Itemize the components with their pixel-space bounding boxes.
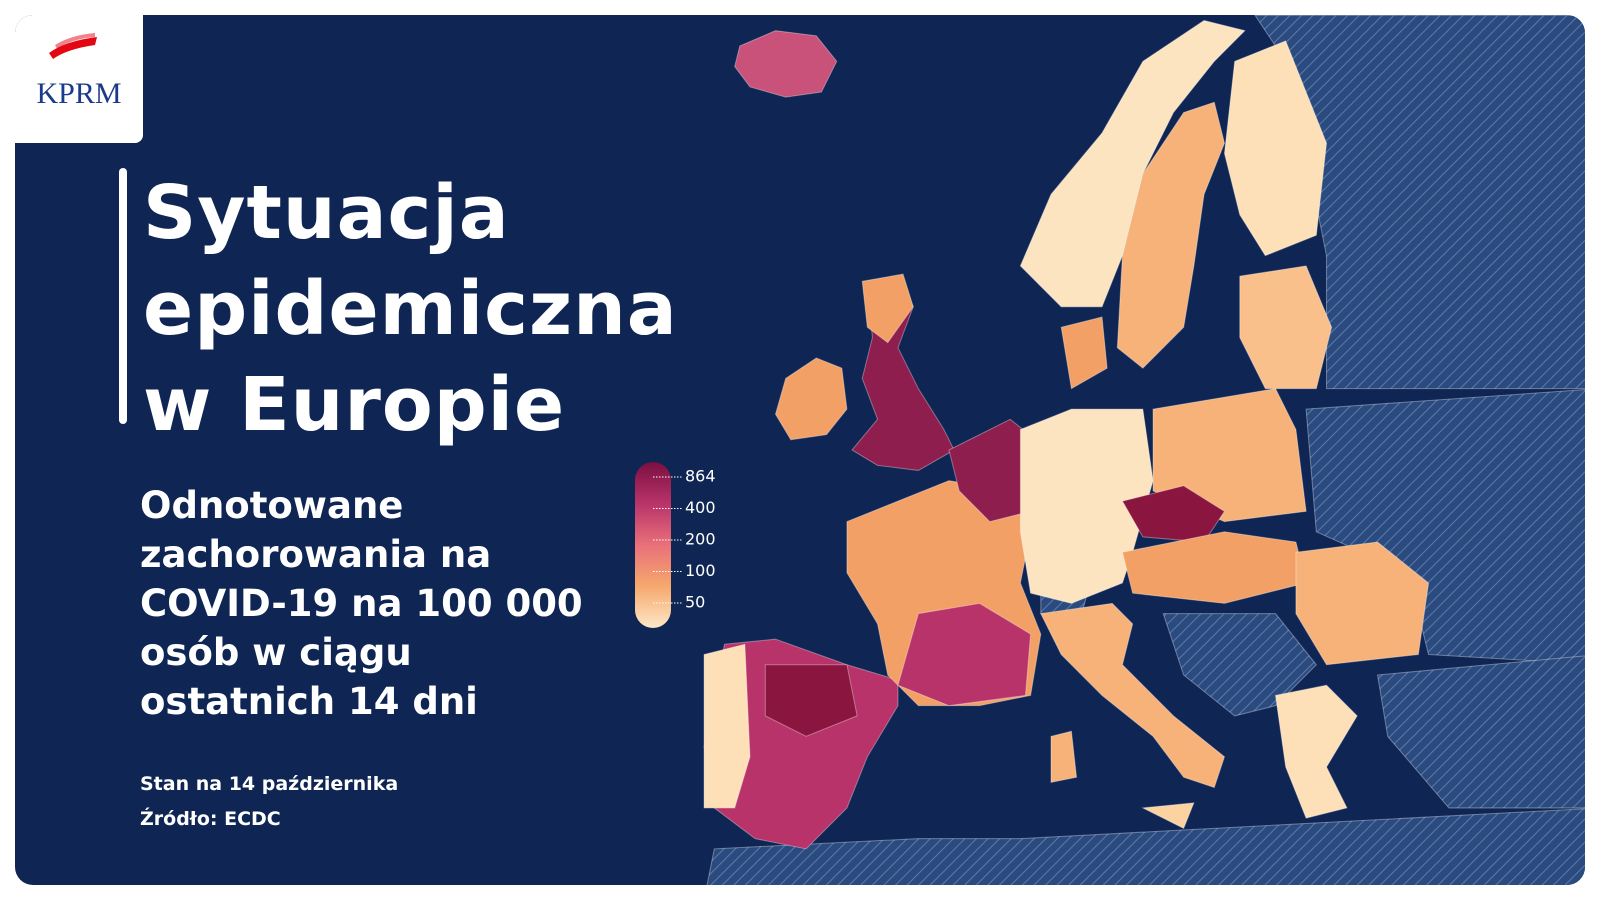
title-line: epidemiczna: [143, 266, 678, 352]
subtitle-line: Odnotowane: [140, 484, 404, 527]
legend-tick-label: 400: [685, 498, 716, 517]
region: [1121, 485, 1226, 543]
region: [1040, 602, 1226, 789]
region: [764, 664, 858, 737]
title-bar: [119, 168, 127, 424]
logo: KPRM: [15, 15, 143, 143]
region: [861, 273, 914, 344]
region: [1060, 316, 1108, 390]
region: [897, 602, 1032, 707]
region: [1223, 40, 1328, 257]
subtitle-line: zachorowania na: [140, 533, 492, 576]
legend-color-bar: [635, 462, 671, 628]
non-eu-land: [1305, 389, 1585, 665]
title: Sytuacja epidemiczna w Europie: [143, 165, 678, 453]
region: [1050, 730, 1078, 783]
title-line: Sytuacja: [143, 170, 510, 256]
region: [1141, 802, 1195, 830]
title-line: w Europie: [143, 362, 566, 448]
region: [1116, 101, 1226, 369]
region: [1274, 684, 1358, 819]
subtitle-line: COVID-19 na 100 000: [140, 582, 583, 625]
region: [1121, 531, 1307, 604]
date-note: Stan na 14 października: [140, 773, 399, 795]
region: [1019, 19, 1246, 308]
region: [1295, 541, 1430, 666]
legend-tick-label: 200: [685, 530, 716, 549]
non-eu-land: [1376, 655, 1585, 809]
region: [1152, 388, 1307, 523]
non-eu-land: [1162, 613, 1317, 717]
legend-tick-label: 50: [685, 593, 705, 612]
legend-tick-label: 864: [685, 467, 716, 486]
source-note: Źródło: ECDC: [140, 808, 281, 830]
logo-flag: [49, 33, 97, 59]
non-eu-land: [706, 808, 1585, 885]
region: [1239, 265, 1333, 390]
region: [703, 643, 751, 809]
infographic: 864 400 200 100 50 KPRM Sytuacja epidemiczna…: [15, 15, 1585, 885]
subtitle: Odnotowane zachorowania na COVID-19 na 1…: [140, 481, 583, 726]
legend-tick-label: 100: [685, 561, 716, 580]
subtitle-line: ostatnich 14 dni: [140, 680, 478, 723]
subtitle-line: osób w ciągu: [140, 631, 412, 674]
region: [774, 357, 848, 441]
europe-map: 864 400 200 100 50: [635, 15, 1585, 885]
logo-text: KPRM: [36, 77, 122, 110]
region: [734, 30, 838, 98]
